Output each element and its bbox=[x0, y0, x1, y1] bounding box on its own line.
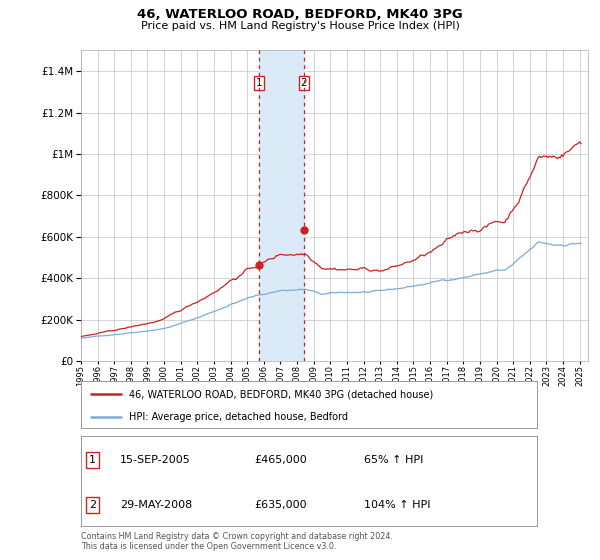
Text: 2: 2 bbox=[301, 78, 307, 88]
Text: HPI: Average price, detached house, Bedford: HPI: Average price, detached house, Bedf… bbox=[129, 412, 348, 422]
Text: Price paid vs. HM Land Registry's House Price Index (HPI): Price paid vs. HM Land Registry's House … bbox=[140, 21, 460, 31]
Text: 65% ↑ HPI: 65% ↑ HPI bbox=[364, 455, 423, 465]
Text: £465,000: £465,000 bbox=[254, 455, 307, 465]
Text: £635,000: £635,000 bbox=[254, 500, 307, 510]
Text: 29-MAY-2008: 29-MAY-2008 bbox=[120, 500, 192, 510]
Point bbox=[299, 225, 309, 234]
Point bbox=[254, 260, 264, 269]
Text: 1: 1 bbox=[89, 455, 96, 465]
Text: 15-SEP-2005: 15-SEP-2005 bbox=[120, 455, 191, 465]
Text: 46, WATERLOO ROAD, BEDFORD, MK40 3PG (detached house): 46, WATERLOO ROAD, BEDFORD, MK40 3PG (de… bbox=[129, 389, 433, 399]
Text: 2: 2 bbox=[89, 500, 96, 510]
Text: 1: 1 bbox=[256, 78, 262, 88]
Text: Contains HM Land Registry data © Crown copyright and database right 2024.: Contains HM Land Registry data © Crown c… bbox=[81, 532, 393, 541]
Text: 46, WATERLOO ROAD, BEDFORD, MK40 3PG: 46, WATERLOO ROAD, BEDFORD, MK40 3PG bbox=[137, 8, 463, 21]
Bar bbox=[259, 50, 304, 361]
Text: 104% ↑ HPI: 104% ↑ HPI bbox=[364, 500, 430, 510]
Text: This data is licensed under the Open Government Licence v3.0.: This data is licensed under the Open Gov… bbox=[81, 542, 337, 550]
